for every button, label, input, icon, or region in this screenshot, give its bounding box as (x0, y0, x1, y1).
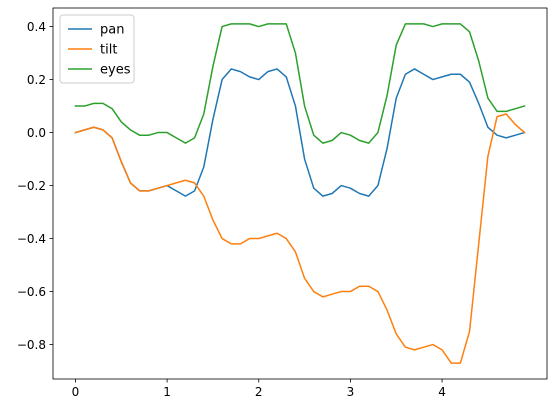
x-tick-label: 3 (347, 385, 355, 399)
y-tick-label: 0.2 (27, 73, 46, 87)
legend: pan tilt eyes (59, 14, 135, 84)
y-tick-label: −0.2 (17, 179, 46, 193)
y-tick-label: −0.4 (17, 232, 46, 246)
x-tick-label: 4 (438, 385, 446, 399)
y-tick-label: −0.8 (17, 338, 46, 352)
legend-box (59, 14, 135, 84)
y-axis: −0.8 −0.6 −0.4 −0.2 0.0 0.2 0.4 (17, 20, 53, 352)
y-tick-label: −0.6 (17, 285, 46, 299)
plot-frame (52, 7, 548, 380)
series-layer (74, 23, 526, 364)
series-line-tilt (74, 113, 526, 364)
y-tick-label: 0.0 (27, 126, 46, 140)
legend-label-tilt: tilt (100, 43, 117, 58)
series-line-eyes (74, 23, 526, 144)
x-tick-label: 2 (255, 385, 263, 399)
legend-label-eyes: eyes (100, 63, 131, 78)
y-tick-label: 0.4 (27, 20, 46, 34)
x-tick-label: 1 (163, 385, 171, 399)
x-axis: 0 1 2 3 4 (72, 379, 446, 399)
legend-label-pan: pan (100, 23, 124, 38)
x-tick-label: 0 (72, 385, 80, 399)
